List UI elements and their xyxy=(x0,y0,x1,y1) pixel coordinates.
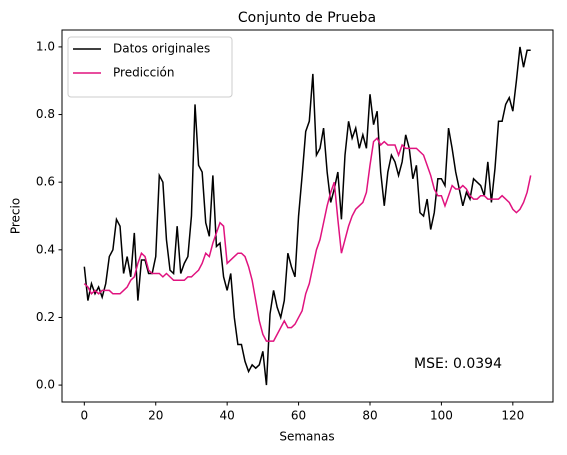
x-axis-label: Semanas xyxy=(279,430,334,444)
y-tick-label: 0.8 xyxy=(36,107,55,121)
y-tick-label: 1.0 xyxy=(36,39,55,53)
x-tick-label: 100 xyxy=(430,409,453,423)
y-axis-label: Precio xyxy=(9,198,23,234)
y-tick-label: 0.2 xyxy=(36,310,55,324)
legend-box xyxy=(67,36,233,98)
axes-frame xyxy=(61,29,554,403)
data-line xyxy=(83,136,532,342)
legend-label: Datos originales xyxy=(113,42,210,56)
data-line xyxy=(83,46,531,386)
y-tick-label: 0.4 xyxy=(36,242,55,256)
x-tick-label: 20 xyxy=(148,409,163,423)
x-tick-label: 120 xyxy=(501,409,524,423)
legend-label: Predicción xyxy=(113,66,175,80)
annotation: MSE: 0.0394 xyxy=(414,356,502,372)
x-tick-label: 40 xyxy=(220,409,235,423)
y-tick-label: 0.6 xyxy=(36,175,55,189)
y-tick-label: 0.0 xyxy=(36,378,55,392)
x-tick-label: 60 xyxy=(291,409,306,423)
x-tick-label: 80 xyxy=(362,409,377,423)
chart-title: Conjunto de Prueba xyxy=(238,10,376,26)
x-tick-label: 0 xyxy=(80,409,88,423)
